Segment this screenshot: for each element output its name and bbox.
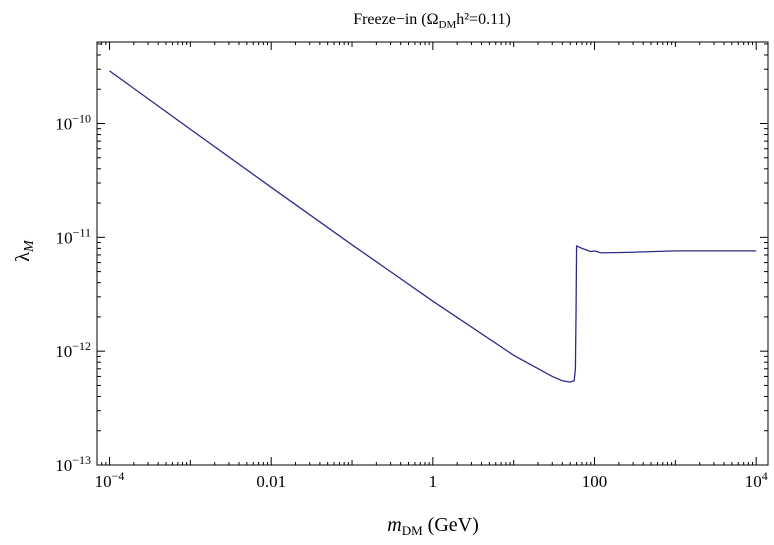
x-tick-label: 1 [429, 472, 438, 491]
chart-title: Freeze−in (ΩDMh²=0.11) [353, 11, 511, 31]
x-tick-label: 104 [745, 469, 768, 491]
x-tick-label: 0.01 [256, 472, 286, 491]
y-tick-label: 10−12 [55, 339, 91, 361]
y-tick-labels: 10−13 10−12 10−11 10−10 [55, 112, 91, 475]
y-tick-label: 10−10 [55, 112, 91, 134]
x-tick-labels: 10−4 0.01 1 100 104 [95, 469, 768, 491]
plot-frame [96, 41, 769, 466]
y-tick-label: 10−11 [56, 225, 91, 247]
x-tick-label: 100 [582, 472, 608, 491]
x-tick-label: 10−4 [95, 469, 125, 491]
y-tick-label: 10−13 [55, 453, 91, 475]
series-line [109, 70, 757, 383]
y-axis-label: λM [12, 239, 37, 262]
x-axis-label: mDM (GeV) [387, 514, 479, 538]
svg-text:λM: λM [12, 239, 37, 262]
axis-ticks [96, 42, 768, 466]
